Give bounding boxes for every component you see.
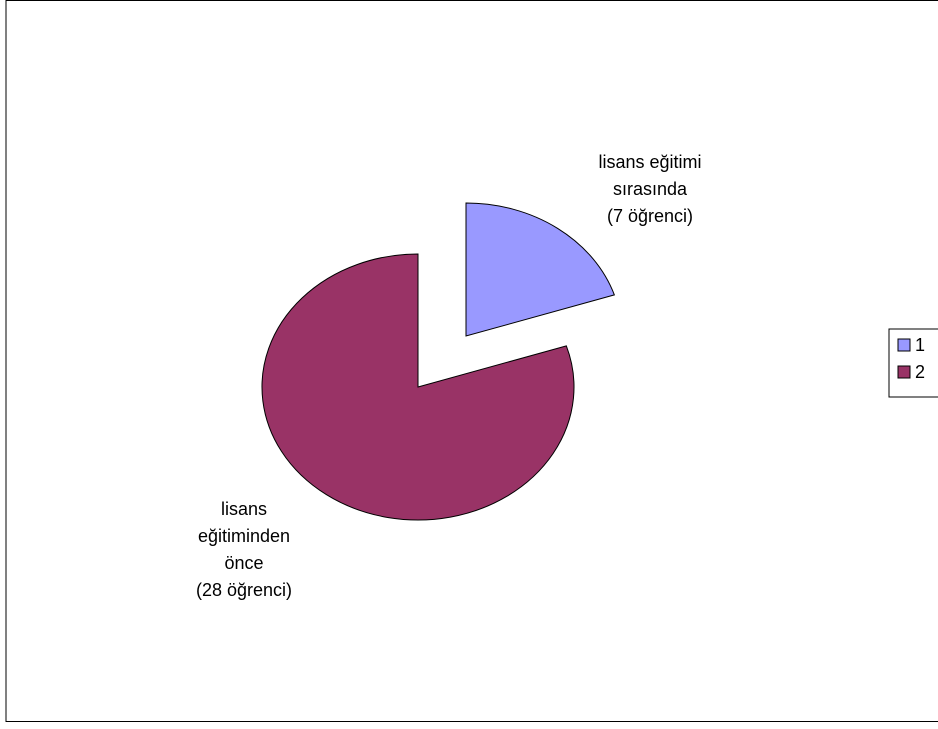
data-label-1: lisans eğitimi sırasında (7 öğrenci) <box>598 152 701 226</box>
legend-label-2: 2 <box>915 362 925 382</box>
data-label-1-line-1: lisans eğitimi <box>598 152 701 172</box>
data-label-2-line-1: lisans <box>221 499 267 519</box>
data-label-2-line-3: önce <box>224 553 263 573</box>
legend-swatch-2 <box>898 366 910 378</box>
data-label-1-line-3: (7 öğrenci) <box>607 206 693 226</box>
data-label-1-line-2: sırasında <box>613 179 688 199</box>
data-label-2-line-4: (28 öğrenci) <box>196 580 292 600</box>
legend-box <box>889 329 938 397</box>
legend-label-1: 1 <box>915 335 925 355</box>
chart-border <box>6 1 938 722</box>
legend-swatch-1 <box>898 339 910 351</box>
legend: 12 <box>889 329 938 397</box>
data-label-2-line-2: eğitiminden <box>198 526 290 546</box>
